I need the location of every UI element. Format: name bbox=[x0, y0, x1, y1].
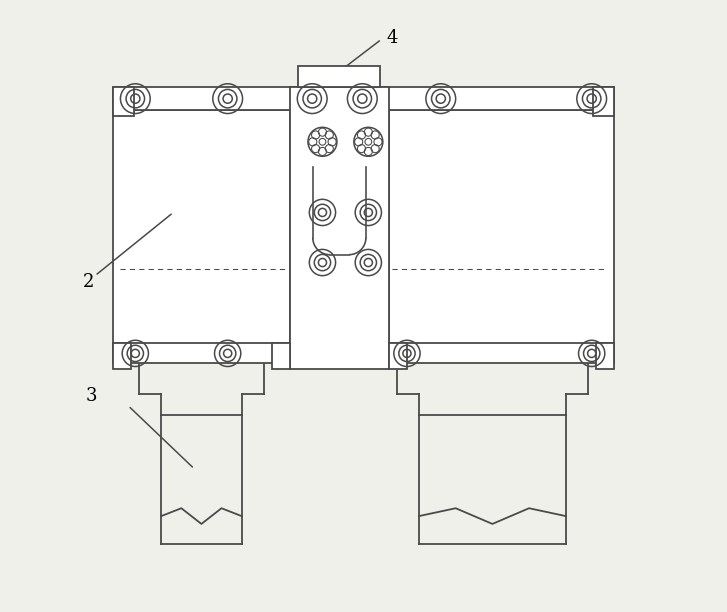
Bar bbox=[290, 88, 389, 370]
Text: 4: 4 bbox=[387, 29, 398, 47]
Bar bbox=[593, 88, 614, 116]
Text: 3: 3 bbox=[86, 387, 97, 405]
Bar bbox=[113, 343, 131, 370]
Bar bbox=[389, 343, 614, 364]
Bar bbox=[389, 343, 407, 370]
Bar bbox=[113, 88, 614, 110]
Bar bbox=[272, 343, 290, 370]
Bar bbox=[113, 343, 290, 364]
Bar bbox=[298, 65, 380, 88]
Bar bbox=[113, 110, 290, 348]
Text: 2: 2 bbox=[83, 273, 95, 291]
Bar bbox=[389, 110, 614, 348]
Bar bbox=[596, 343, 614, 370]
Bar bbox=[113, 88, 134, 116]
